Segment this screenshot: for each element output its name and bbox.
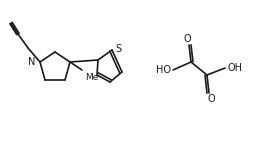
Text: OH: OH <box>227 63 242 73</box>
Text: N: N <box>28 57 35 67</box>
Text: Me: Me <box>85 73 98 82</box>
Text: S: S <box>115 44 121 54</box>
Text: O: O <box>207 94 215 104</box>
Text: HO: HO <box>156 65 171 75</box>
Text: O: O <box>183 34 191 44</box>
